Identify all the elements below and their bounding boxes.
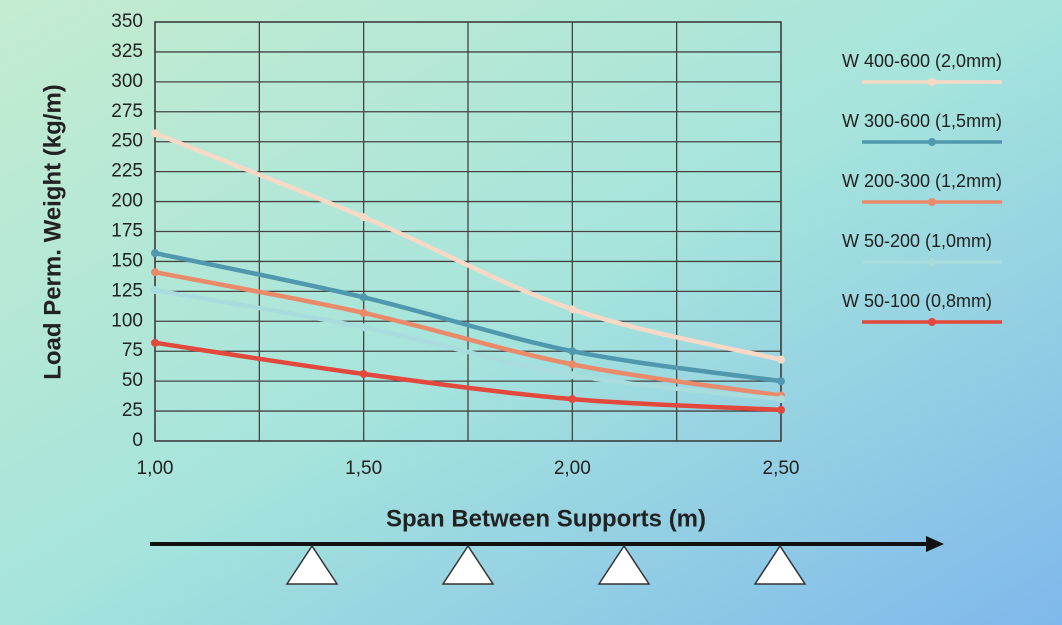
y-axis-title: Load Perm. Weight (kg/m)	[39, 84, 66, 380]
data-point	[777, 395, 785, 404]
series-line	[152, 340, 784, 413]
data-point	[568, 347, 577, 356]
data-point	[151, 286, 159, 295]
legend-label: W 50-200 (1,0mm)	[842, 231, 992, 251]
data-point	[568, 305, 577, 314]
x-tick-label: 1,00	[137, 458, 174, 479]
data-point	[359, 369, 368, 378]
data-point	[151, 129, 159, 138]
y-tick-label: 250	[111, 131, 143, 152]
data-point	[151, 249, 159, 258]
data-point	[359, 213, 368, 222]
data-point	[777, 405, 785, 414]
support-arrow	[150, 536, 944, 585]
data-point	[151, 338, 159, 347]
y-tick-label: 350	[111, 11, 143, 32]
y-tick-label: 125	[111, 280, 143, 301]
x-tick-label: 2,00	[554, 458, 591, 479]
y-tick-label: 200	[111, 191, 143, 212]
legend-dot	[928, 78, 936, 86]
y-tick-label: 275	[111, 101, 143, 122]
legend-dot	[928, 198, 936, 206]
data-point	[151, 268, 159, 277]
data-point	[568, 360, 577, 369]
series-line	[152, 287, 784, 402]
y-tick-label: 50	[122, 370, 143, 391]
legend-label: W 200-300 (1,2mm)	[842, 171, 1002, 191]
series-line	[152, 131, 784, 362]
legend-dot	[928, 318, 936, 326]
legend-label: W 50-100 (0,8mm)	[842, 291, 992, 311]
series-line	[152, 269, 784, 398]
x-tick-label: 2,50	[763, 458, 800, 479]
legend-dot	[928, 258, 936, 266]
y-tick-label: 325	[111, 41, 143, 62]
y-tick-label: 225	[111, 161, 143, 182]
data-point	[777, 377, 785, 386]
data-point	[359, 308, 368, 317]
x-axis-title: Span Between Supports (m)	[386, 505, 706, 532]
y-tick-label: 300	[111, 71, 143, 92]
y-tick-label: 150	[111, 250, 143, 271]
data-point	[359, 323, 368, 332]
legend-dot	[928, 138, 936, 146]
y-tick-label: 25	[122, 400, 143, 421]
y-tick-label: 175	[111, 221, 143, 242]
y-tick-label: 100	[111, 310, 143, 331]
y-tick-label: 0	[132, 430, 143, 451]
y-tick-label: 75	[122, 340, 143, 361]
x-tick-label: 1,50	[345, 458, 382, 479]
data-point	[777, 355, 785, 364]
data-point	[568, 395, 577, 404]
legend-label: W 400-600 (2,0mm)	[842, 51, 1002, 71]
series-line	[152, 250, 784, 384]
legend-label: W 300-600 (1,5mm)	[842, 111, 1002, 131]
data-point	[359, 293, 368, 302]
data-point	[568, 371, 577, 380]
